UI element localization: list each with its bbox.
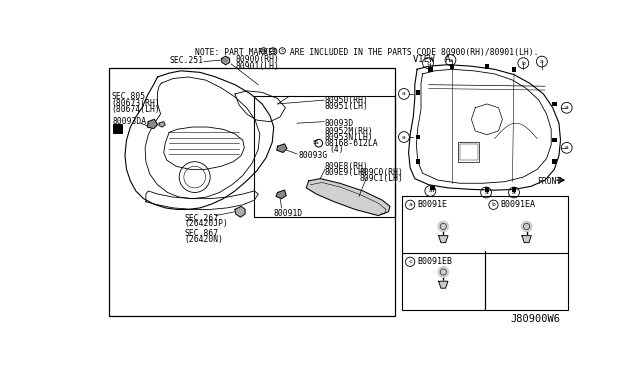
Bar — [458, 142, 479, 162]
Text: ARE INCLUDED IN THE PARTS CODE 80900(RH)/80901(LH).: ARE INCLUDED IN THE PARTS CODE 80900(RH)… — [285, 48, 539, 58]
Text: SEC.805: SEC.805 — [111, 92, 145, 102]
Text: SEC.267: SEC.267 — [184, 214, 219, 223]
Text: a: a — [565, 105, 568, 110]
Text: 80953N(LH): 80953N(LH) — [325, 133, 374, 142]
Circle shape — [224, 58, 228, 62]
Text: 80093G: 80093G — [298, 151, 328, 160]
Bar — [109, 68, 396, 316]
Text: (26420JP): (26420JP) — [184, 219, 228, 228]
Bar — [415, 90, 420, 95]
Text: S: S — [313, 140, 317, 145]
Text: 80951(LH): 80951(LH) — [325, 102, 369, 111]
Text: a: a — [402, 135, 406, 140]
Text: (80673(RH): (80673(RH) — [111, 99, 160, 108]
Polygon shape — [438, 281, 448, 288]
Text: 80093D: 80093D — [325, 119, 354, 128]
Bar — [415, 159, 420, 164]
Circle shape — [521, 221, 532, 232]
Polygon shape — [222, 56, 230, 65]
Text: a: a — [428, 189, 432, 193]
Text: 80093DA: 80093DA — [113, 117, 147, 126]
Bar — [511, 67, 516, 71]
Text: 809C0(RH): 809C0(RH) — [359, 168, 403, 177]
Text: B0091EB: B0091EB — [417, 257, 452, 266]
Text: a: a — [262, 48, 266, 53]
Text: c: c — [281, 48, 284, 53]
Text: 80091D: 80091D — [274, 209, 303, 218]
Circle shape — [438, 221, 449, 232]
Text: NOTE: PART MARKED: NOTE: PART MARKED — [195, 48, 278, 58]
Text: 809C1(LH): 809C1(LH) — [359, 174, 403, 183]
Text: 809E8(RH): 809E8(RH) — [325, 162, 369, 171]
Text: (4): (4) — [330, 145, 344, 154]
Text: b: b — [492, 202, 495, 207]
Polygon shape — [307, 179, 390, 216]
Text: 80900(RH): 80900(RH) — [235, 55, 279, 64]
Polygon shape — [276, 190, 286, 199]
Text: SEC.867: SEC.867 — [184, 230, 219, 238]
Text: (80674(LH): (80674(LH) — [111, 105, 160, 114]
Bar — [511, 187, 516, 192]
Bar — [430, 186, 435, 190]
Bar — [428, 67, 433, 71]
Text: FRONT: FRONT — [537, 177, 562, 186]
Bar — [450, 64, 454, 68]
Bar — [552, 102, 557, 106]
Text: SEC.251: SEC.251 — [169, 56, 204, 65]
Bar — [460, 144, 477, 160]
Text: B0091EA: B0091EA — [500, 200, 536, 209]
Text: VIEW  A: VIEW A — [413, 55, 451, 64]
Polygon shape — [277, 144, 287, 153]
Text: a: a — [449, 58, 452, 62]
Text: a: a — [484, 190, 488, 195]
Text: (26420N): (26420N) — [184, 235, 223, 244]
Bar — [552, 159, 557, 164]
Text: A: A — [123, 125, 127, 134]
Text: 809E9(LH): 809E9(LH) — [325, 168, 369, 177]
Bar — [254, 96, 396, 217]
Text: b: b — [522, 61, 525, 65]
Text: S: S — [314, 140, 318, 145]
Text: a: a — [512, 190, 516, 195]
Text: 80950(RH): 80950(RH) — [325, 96, 369, 105]
Bar — [484, 187, 489, 192]
Polygon shape — [235, 206, 245, 217]
Bar — [552, 138, 557, 142]
Bar — [402, 196, 568, 310]
Text: c: c — [426, 61, 430, 65]
Circle shape — [438, 267, 449, 278]
Text: a: a — [565, 145, 568, 150]
Bar — [484, 64, 489, 68]
Text: 80901(LH): 80901(LH) — [235, 62, 279, 71]
Polygon shape — [522, 236, 531, 243]
Polygon shape — [159, 122, 165, 127]
Text: 08168-612LA: 08168-612LA — [324, 140, 378, 148]
Bar — [113, 124, 122, 133]
Text: J80900W6: J80900W6 — [510, 314, 560, 324]
Polygon shape — [147, 119, 157, 129]
Bar — [415, 135, 420, 140]
Polygon shape — [438, 236, 448, 243]
Text: b: b — [271, 48, 275, 53]
Text: c: c — [408, 259, 412, 264]
Text: a: a — [402, 92, 406, 96]
Text: a: a — [408, 202, 412, 207]
Text: B0091E: B0091E — [417, 200, 447, 209]
Text: 80952M(RH): 80952M(RH) — [325, 127, 374, 136]
Text: a: a — [540, 59, 544, 64]
